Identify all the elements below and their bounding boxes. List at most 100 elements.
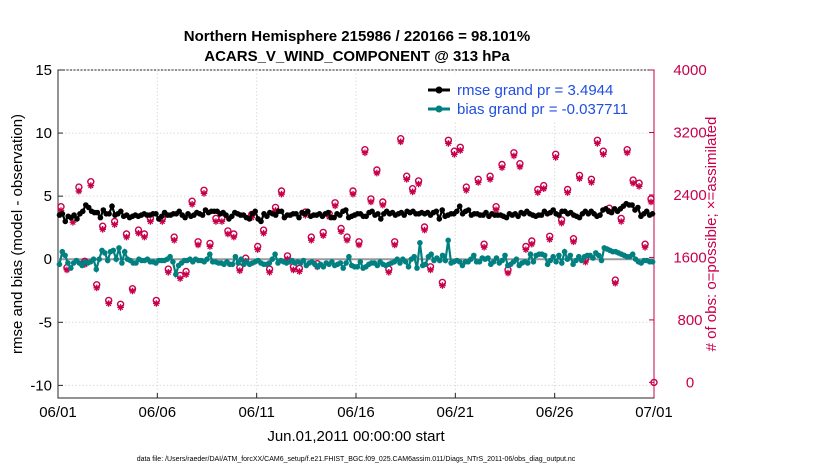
bias-point bbox=[170, 259, 176, 265]
obs-assimilated-point bbox=[451, 151, 458, 158]
bias-point bbox=[343, 260, 349, 266]
obs-assimilated-point bbox=[331, 202, 339, 210]
rmse-point bbox=[74, 216, 80, 222]
rmse-point bbox=[246, 216, 253, 222]
rmse-point bbox=[109, 203, 115, 209]
obs-assimilated-point bbox=[230, 233, 238, 241]
obs-assimilated-point bbox=[153, 300, 160, 307]
bias-point bbox=[340, 265, 347, 271]
obs-assimilated-point bbox=[498, 164, 506, 171]
rmse-point bbox=[106, 211, 112, 217]
bias-point bbox=[357, 259, 364, 265]
obs-assimilated-point bbox=[540, 185, 548, 193]
obs-assimilated-point bbox=[528, 240, 536, 248]
rmse-point bbox=[608, 209, 615, 216]
obs-assimilated-point bbox=[224, 230, 232, 238]
rmse-point bbox=[296, 214, 302, 221]
x-tick-label: 06/21 bbox=[437, 404, 475, 421]
bias-point bbox=[121, 248, 128, 255]
y2-tick-label: 1600 bbox=[673, 249, 706, 266]
rmse-point bbox=[62, 218, 69, 225]
obs-assimilated-point bbox=[308, 236, 315, 244]
obs-assimilated-point bbox=[337, 228, 345, 235]
obs-assimilated-point bbox=[588, 179, 595, 186]
obs-assimilated-point bbox=[260, 229, 267, 237]
obs-assimilated-point bbox=[254, 246, 261, 253]
rmse-point bbox=[378, 216, 384, 222]
y-axis-right-label: # of obs: o=possible; ×=assimilated bbox=[703, 117, 720, 352]
bias-point bbox=[56, 261, 63, 268]
x-tick-label: 06/11 bbox=[238, 404, 274, 421]
rmse-point bbox=[176, 208, 182, 215]
obs-assimilated-point bbox=[617, 218, 625, 225]
rmse-point bbox=[325, 209, 332, 216]
obs-assimilated-point bbox=[164, 268, 172, 276]
bias-point bbox=[65, 260, 71, 266]
obs-assimilated-point bbox=[182, 271, 190, 278]
bias-point bbox=[104, 257, 111, 264]
rmse-point bbox=[369, 208, 375, 215]
obs-assimilated-point bbox=[266, 268, 273, 276]
bias-point bbox=[468, 256, 474, 263]
bias-point bbox=[570, 261, 576, 268]
bias-point bbox=[578, 257, 585, 264]
obs-assimilated-point bbox=[170, 236, 178, 244]
obs-assimilated-point bbox=[284, 255, 291, 263]
obs-assimilated-point bbox=[486, 176, 494, 183]
obs-assimilated-point bbox=[409, 188, 416, 196]
x-tick-label: 06/26 bbox=[536, 404, 574, 421]
bias-point bbox=[232, 253, 239, 260]
obs-assimilated-point bbox=[558, 219, 565, 227]
rmse-point bbox=[199, 212, 206, 218]
obs-assimilated-point bbox=[159, 218, 166, 225]
bias-point bbox=[439, 252, 446, 259]
obs-assimilated-point bbox=[278, 190, 285, 198]
y-tick-label: 15 bbox=[35, 62, 52, 79]
obs-assimilated-point bbox=[343, 236, 351, 244]
rmse-point bbox=[375, 211, 381, 217]
bias-point bbox=[567, 252, 574, 259]
bias-point bbox=[564, 256, 571, 263]
rmse-point bbox=[293, 211, 299, 217]
obs-endpoint-series bbox=[650, 378, 658, 387]
bias-point bbox=[411, 253, 418, 260]
bias-point bbox=[541, 252, 548, 259]
rmse-point bbox=[556, 212, 562, 218]
obs-assimilated-point bbox=[57, 207, 65, 214]
rmse-point bbox=[343, 207, 349, 213]
bias-point bbox=[90, 256, 97, 263]
obs-assimilated-point bbox=[534, 189, 542, 196]
bias-point bbox=[559, 260, 565, 266]
y2-tick-label: 2400 bbox=[673, 187, 706, 204]
obs-assimilated-point bbox=[570, 238, 577, 246]
bias-point bbox=[102, 250, 108, 256]
legend-bias-label: bias grand pr = -0.037711 bbox=[457, 101, 628, 118]
rmse-point bbox=[331, 214, 337, 221]
y-axis-left-label: rmse and bias (model - observation) bbox=[9, 114, 26, 354]
rmse-point bbox=[278, 208, 285, 215]
obs-assimilated-point bbox=[63, 266, 71, 274]
bias-point bbox=[96, 256, 102, 263]
rmse-point bbox=[337, 212, 343, 218]
legend: rmse grand pr = 3.4944 bias grand pr = -… bbox=[400, 74, 652, 122]
obs-assimilated-point bbox=[75, 187, 83, 195]
obs-assimilated-point bbox=[641, 243, 649, 251]
rmse-point bbox=[229, 213, 235, 220]
rmse-point bbox=[515, 213, 521, 220]
rmse-point bbox=[465, 207, 472, 213]
obs-assimilated-point bbox=[272, 207, 279, 214]
obs-assimilated-point bbox=[427, 266, 434, 274]
bias-point bbox=[417, 240, 423, 246]
obs-assimilated-point bbox=[141, 233, 148, 241]
obs-assimilated-point bbox=[510, 152, 518, 160]
obs-assimilated-point bbox=[391, 241, 399, 249]
rmse-point bbox=[503, 214, 510, 221]
rmse-point bbox=[100, 207, 107, 213]
obs-assimilated-point bbox=[546, 236, 553, 243]
rmse-point bbox=[97, 214, 104, 221]
bias-point bbox=[629, 251, 636, 257]
obs-assimilated-point bbox=[635, 183, 643, 190]
obs-assimilated-point bbox=[69, 218, 77, 226]
y-tick-label: 5 bbox=[44, 188, 52, 205]
